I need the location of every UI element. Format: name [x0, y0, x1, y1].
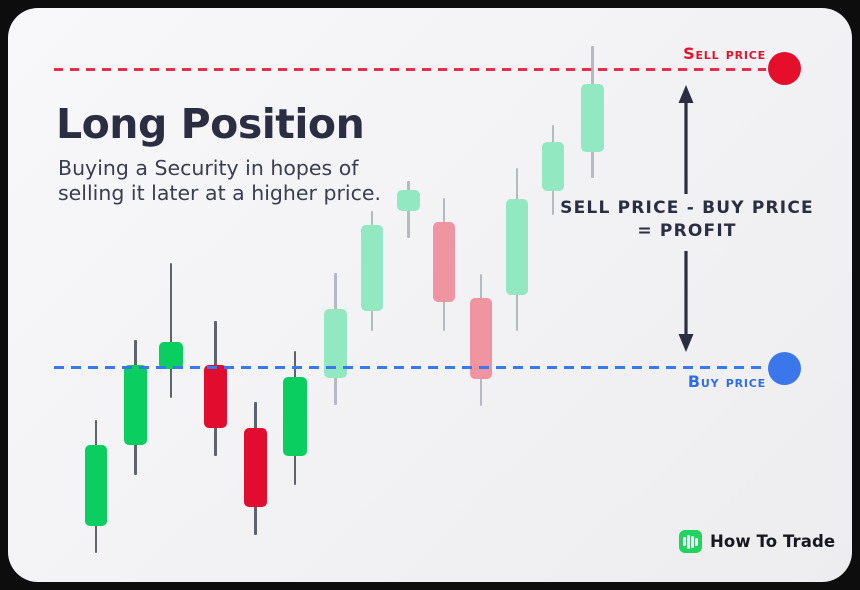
candle-body — [506, 199, 528, 295]
sell-price-dot-icon — [768, 52, 801, 85]
candle-body — [124, 365, 147, 445]
candle-body — [204, 365, 227, 428]
infographic-card: Sell price Buy price Long Position Buyin… — [8, 8, 852, 582]
sell-price-label: Sell price — [683, 44, 766, 63]
candle-body — [397, 190, 420, 211]
candle-body — [433, 222, 455, 302]
candle-body — [542, 142, 564, 191]
candle-body — [85, 445, 107, 526]
brand-name: How To Trade — [710, 532, 836, 551]
brand-logo: How To Trade — [679, 530, 835, 553]
candlestick-bars-icon — [679, 530, 702, 553]
candle-body — [324, 309, 347, 378]
buy-price-label: Buy price — [687, 372, 766, 391]
page-title: Long Position — [56, 100, 365, 148]
candle-body — [581, 84, 604, 152]
candle-body — [244, 428, 267, 507]
subtitle-line-1: Buying a Security in hopes of — [58, 156, 359, 180]
subtitle-line-2: selling it later at a higher price. — [58, 181, 381, 206]
candle-body — [470, 298, 492, 379]
profit-formula-line-1: SELL PRICE - BUY PRICE — [560, 198, 814, 218]
buy-price-line — [54, 366, 766, 369]
candle-wick — [169, 263, 173, 398]
candle-body — [361, 225, 383, 311]
profit-formula: SELL PRICE - BUY PRICE = PROFIT — [556, 197, 818, 243]
candlestick-chart — [8, 8, 852, 582]
sell-price-line — [54, 68, 766, 71]
candle-body — [159, 342, 183, 369]
candle-body — [283, 377, 307, 456]
profit-formula-line-2: = PROFIT — [637, 221, 737, 241]
subtitle: Buying a Security in hopes of selling it… — [58, 156, 381, 206]
buy-price-dot-icon — [768, 352, 801, 385]
